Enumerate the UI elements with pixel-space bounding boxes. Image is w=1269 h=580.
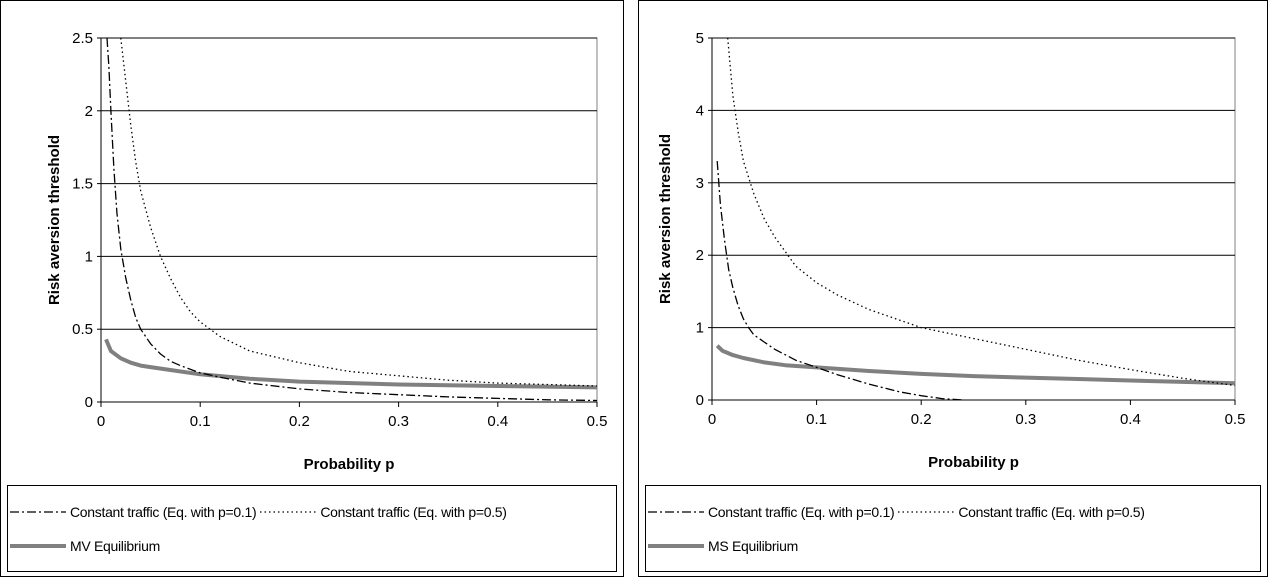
y-tick-label: 1 xyxy=(85,248,93,265)
x-tick-label: 0.1 xyxy=(190,413,211,430)
legend-left: Constant traffic (Eq. with p=0.1) Consta… xyxy=(7,485,617,572)
legend-item: Constant traffic (Eq. with p=0.1) xyxy=(8,504,257,520)
dotted-swatch xyxy=(898,511,955,513)
x-tick-label: 0 xyxy=(97,413,105,430)
series-line xyxy=(716,161,964,400)
series-line xyxy=(106,38,597,402)
chart-left: 0 0.5 1 1.5 2 2.5 0 0.1 0.2 0.3 0.4 0.5 Probability … xyxy=(46,30,608,473)
thick-line-swatch xyxy=(648,544,704,548)
legend-item: Constant traffic (Eq. with p=0.5) xyxy=(258,504,507,520)
x-axis-title: Probability p xyxy=(928,454,1019,471)
x-tick-label: 0.2 xyxy=(911,411,932,428)
legend-label: Constant traffic (Eq. with p=0.1) xyxy=(708,504,895,520)
legend-label: MS Equilibrium xyxy=(708,538,798,554)
chart-panel-right: 0 1 2 3 4 5 0 0.1 0.2 0.3 0.4 0.5 Probability p Risk … xyxy=(638,0,1268,577)
chart-right: 0 1 2 3 4 5 0 0.1 0.2 0.3 0.4 0.5 Probability p Risk … xyxy=(657,30,1246,471)
x-tick-label: 0.4 xyxy=(487,413,508,430)
y-tick-label: 0 xyxy=(696,392,704,409)
y-tick-label: 3 xyxy=(696,175,704,192)
series-line xyxy=(727,38,1235,387)
legend-label: Constant traffic (Eq. with p=0.5) xyxy=(320,504,507,520)
y-tick-label: 5 xyxy=(696,30,704,47)
x-axis-title: Probability p xyxy=(304,456,395,473)
x-tick-label: 0.3 xyxy=(388,413,409,430)
x-tick-label: 0.5 xyxy=(1225,411,1246,428)
legend-item: Constant traffic (Eq. with p=0.1) xyxy=(646,504,895,520)
plot-frame xyxy=(100,37,598,403)
y-tick-label: 2 xyxy=(696,247,704,264)
x-tick-label: 0.4 xyxy=(1120,411,1141,428)
thick-line-swatch xyxy=(10,544,66,548)
y-tick-label: 0.5 xyxy=(72,321,93,338)
y-axis-title: Risk aversion threshold xyxy=(657,134,674,304)
legend-item: Constant traffic (Eq. with p=0.5) xyxy=(896,504,1145,520)
y-tick-label: 2 xyxy=(85,103,93,120)
legend-label: Constant traffic (Eq. with p=0.5) xyxy=(958,504,1145,520)
dashdot-swatch xyxy=(648,511,704,513)
plot-frame xyxy=(711,37,1236,401)
series-line xyxy=(120,38,597,387)
x-tick-label: 0.1 xyxy=(806,411,827,428)
y-tick-label: 1 xyxy=(696,320,704,337)
y-tick-label: 4 xyxy=(696,102,704,119)
legend-label: Constant traffic (Eq. with p=0.1) xyxy=(70,504,257,520)
y-tick-label: 1.5 xyxy=(72,176,93,193)
legend-item: MS Equilibrium xyxy=(646,538,798,554)
chart-panel-left: 0 0.5 1 1.5 2 2.5 0 0.1 0.2 0.3 0.4 0.5 Probability … xyxy=(0,0,624,577)
legend-right: Constant traffic (Eq. with p=0.1) Consta… xyxy=(645,485,1261,572)
dotted-swatch xyxy=(260,511,317,513)
x-tick-label: 0.5 xyxy=(587,413,608,430)
x-tick-label: 0 xyxy=(708,411,716,428)
series-line xyxy=(104,338,597,390)
y-axis-title: Risk aversion threshold xyxy=(46,135,63,305)
y-tick-label: 2.5 xyxy=(72,30,93,47)
x-tick-label: 0.2 xyxy=(289,413,310,430)
y-tick-label: 0 xyxy=(85,394,93,411)
dashdot-swatch xyxy=(10,511,66,513)
x-tick-label: 0.3 xyxy=(1015,411,1036,428)
legend-item: MV Equilibrium xyxy=(8,538,160,554)
series-line xyxy=(715,344,1235,386)
legend-label: MV Equilibrium xyxy=(70,538,160,554)
